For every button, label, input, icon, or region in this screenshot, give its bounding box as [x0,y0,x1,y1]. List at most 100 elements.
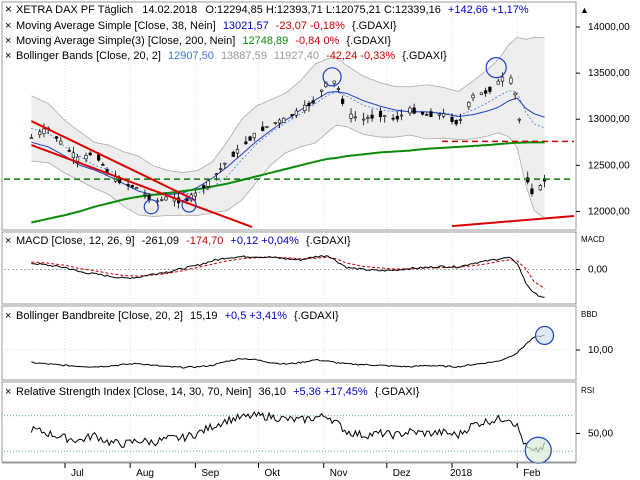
candle [349,108,353,123]
bollinger-band-fill [31,37,545,219]
svg-text:Bollinger Bandbreite [Close, 2: Bollinger Bandbreite [Close, 20, 2] 15,1… [16,310,339,322]
bbw-panel-frame [1,305,577,381]
bbw-header: × Bollinger Bandbreite [Close, 20, 2] 15… [5,310,598,322]
candle [282,117,286,123]
svg-text:Relative Strength Index [Close: Relative Strength Index [Close, 14, 30, … [16,386,420,398]
candle [441,108,446,119]
rsi-title: Relative Strength Index [Close, 14, 30, … [16,386,251,398]
candle [265,126,269,129]
candle [84,152,88,163]
candle [454,119,458,127]
price-y-tick-label: 13500,00 [588,68,630,79]
candle [273,122,277,125]
rsi-marker-circle [524,436,552,464]
x-tick-label: Nov [330,468,348,479]
x-tick-label: Dez [393,468,411,479]
legend-item-sma200: Moving Average Simple(3) [Close, 200, Ne… [16,35,391,47]
header-date: 14.02.2018 [142,4,197,16]
candle [399,109,404,121]
candle [391,113,395,122]
candle [67,147,71,153]
sma200-line [31,141,545,224]
top-marker-circle [485,57,507,79]
candle [261,121,265,132]
price-y-tick-label: 13000,00 [588,114,630,125]
candle [450,113,454,125]
scroll-up-icon[interactable]: ▲ [580,5,589,15]
candle [130,184,134,189]
candle [88,151,92,156]
candle [467,101,471,110]
indicator-y-tick-label: 10,00 [588,345,613,356]
legend-close-icon[interactable]: × [5,20,11,32]
candle [38,129,42,139]
candle [307,100,311,112]
x-tick-label: 2018 [450,468,473,479]
macd-title: MACD [Close, 12, 26, 9] [16,235,135,247]
bbw-tag: BBD [581,310,598,319]
candle [252,132,256,142]
svg-text:XETRA DAX PF Täglich 14.: XETRA DAX PF Täglich 14.02.2018 O:12294,… [16,4,529,16]
x-tick-label: Okt [265,468,281,479]
price-y-tick-label: 12000,00 [588,206,630,217]
bbw-close-icon[interactable]: × [5,310,11,322]
macd-tag: MACD [581,235,605,244]
candle [42,123,46,138]
candle [320,89,324,98]
close-icon[interactable]: × [5,2,12,16]
trend-channel-upper [30,120,196,202]
candle [530,183,534,197]
macd-line [31,255,545,298]
legend-close-icon[interactable]: × [5,35,11,47]
candle [395,111,399,123]
candle [294,107,298,118]
bbw-line [31,334,545,369]
header: × XETRA DAX PF Täglich 14.02.2018 O:1229… [5,2,589,16]
bbw-title: Bollinger Bandbreite [Close, 20, 2] [16,310,183,322]
candle [336,86,341,93]
legend-item-bollinger: Bollinger Bands [Close, 20, 2] 12907,50 … [16,50,447,62]
candle [509,74,513,85]
trend-channel-lower [30,144,253,229]
rsi-close-icon[interactable]: × [5,386,11,398]
candle [517,117,521,124]
candle [437,112,441,120]
candle [101,162,105,166]
candle [311,96,315,105]
rsi-line [30,410,546,454]
candle [484,87,488,97]
candle [425,112,429,116]
macd-header: × MACD [Close, 12, 26, 9] -261,09 -174,7… [5,235,605,247]
rsi-header: × Relative Strength Index [Close, 14, 30… [5,386,594,398]
candle [353,111,357,122]
indicator-y-tick-label: 0,00 [588,265,608,276]
candle [248,135,252,141]
candle [160,196,164,202]
candle [223,162,227,169]
candle [362,112,366,126]
candle [488,86,492,95]
bbw-marker-circle [534,325,555,346]
candle [383,115,387,123]
legend: × Moving Average Simple [Close, 38, Nein… [5,20,447,62]
low-marker-circle [181,197,197,213]
candle [235,144,240,158]
candle [231,150,235,157]
candle [420,111,425,116]
macd-close-icon[interactable]: × [5,235,11,247]
candle [370,109,374,122]
candle [54,136,59,142]
candle [538,183,542,191]
candle [126,181,130,191]
x-tick-label: Aug [136,468,154,479]
svg-text:MACD [Close, 12, 26, 9]: MACD [Close, 12, 26, 9] -261,09 -174,70 … [16,235,351,247]
bollinger-upper-line [31,36,545,173]
candle [29,134,33,139]
candle [513,91,517,100]
candle [244,136,248,146]
price-y-tick-label: 12500,00 [588,160,630,171]
candle [219,162,223,173]
legend-close-icon[interactable]: × [5,50,11,62]
candle [458,113,463,125]
